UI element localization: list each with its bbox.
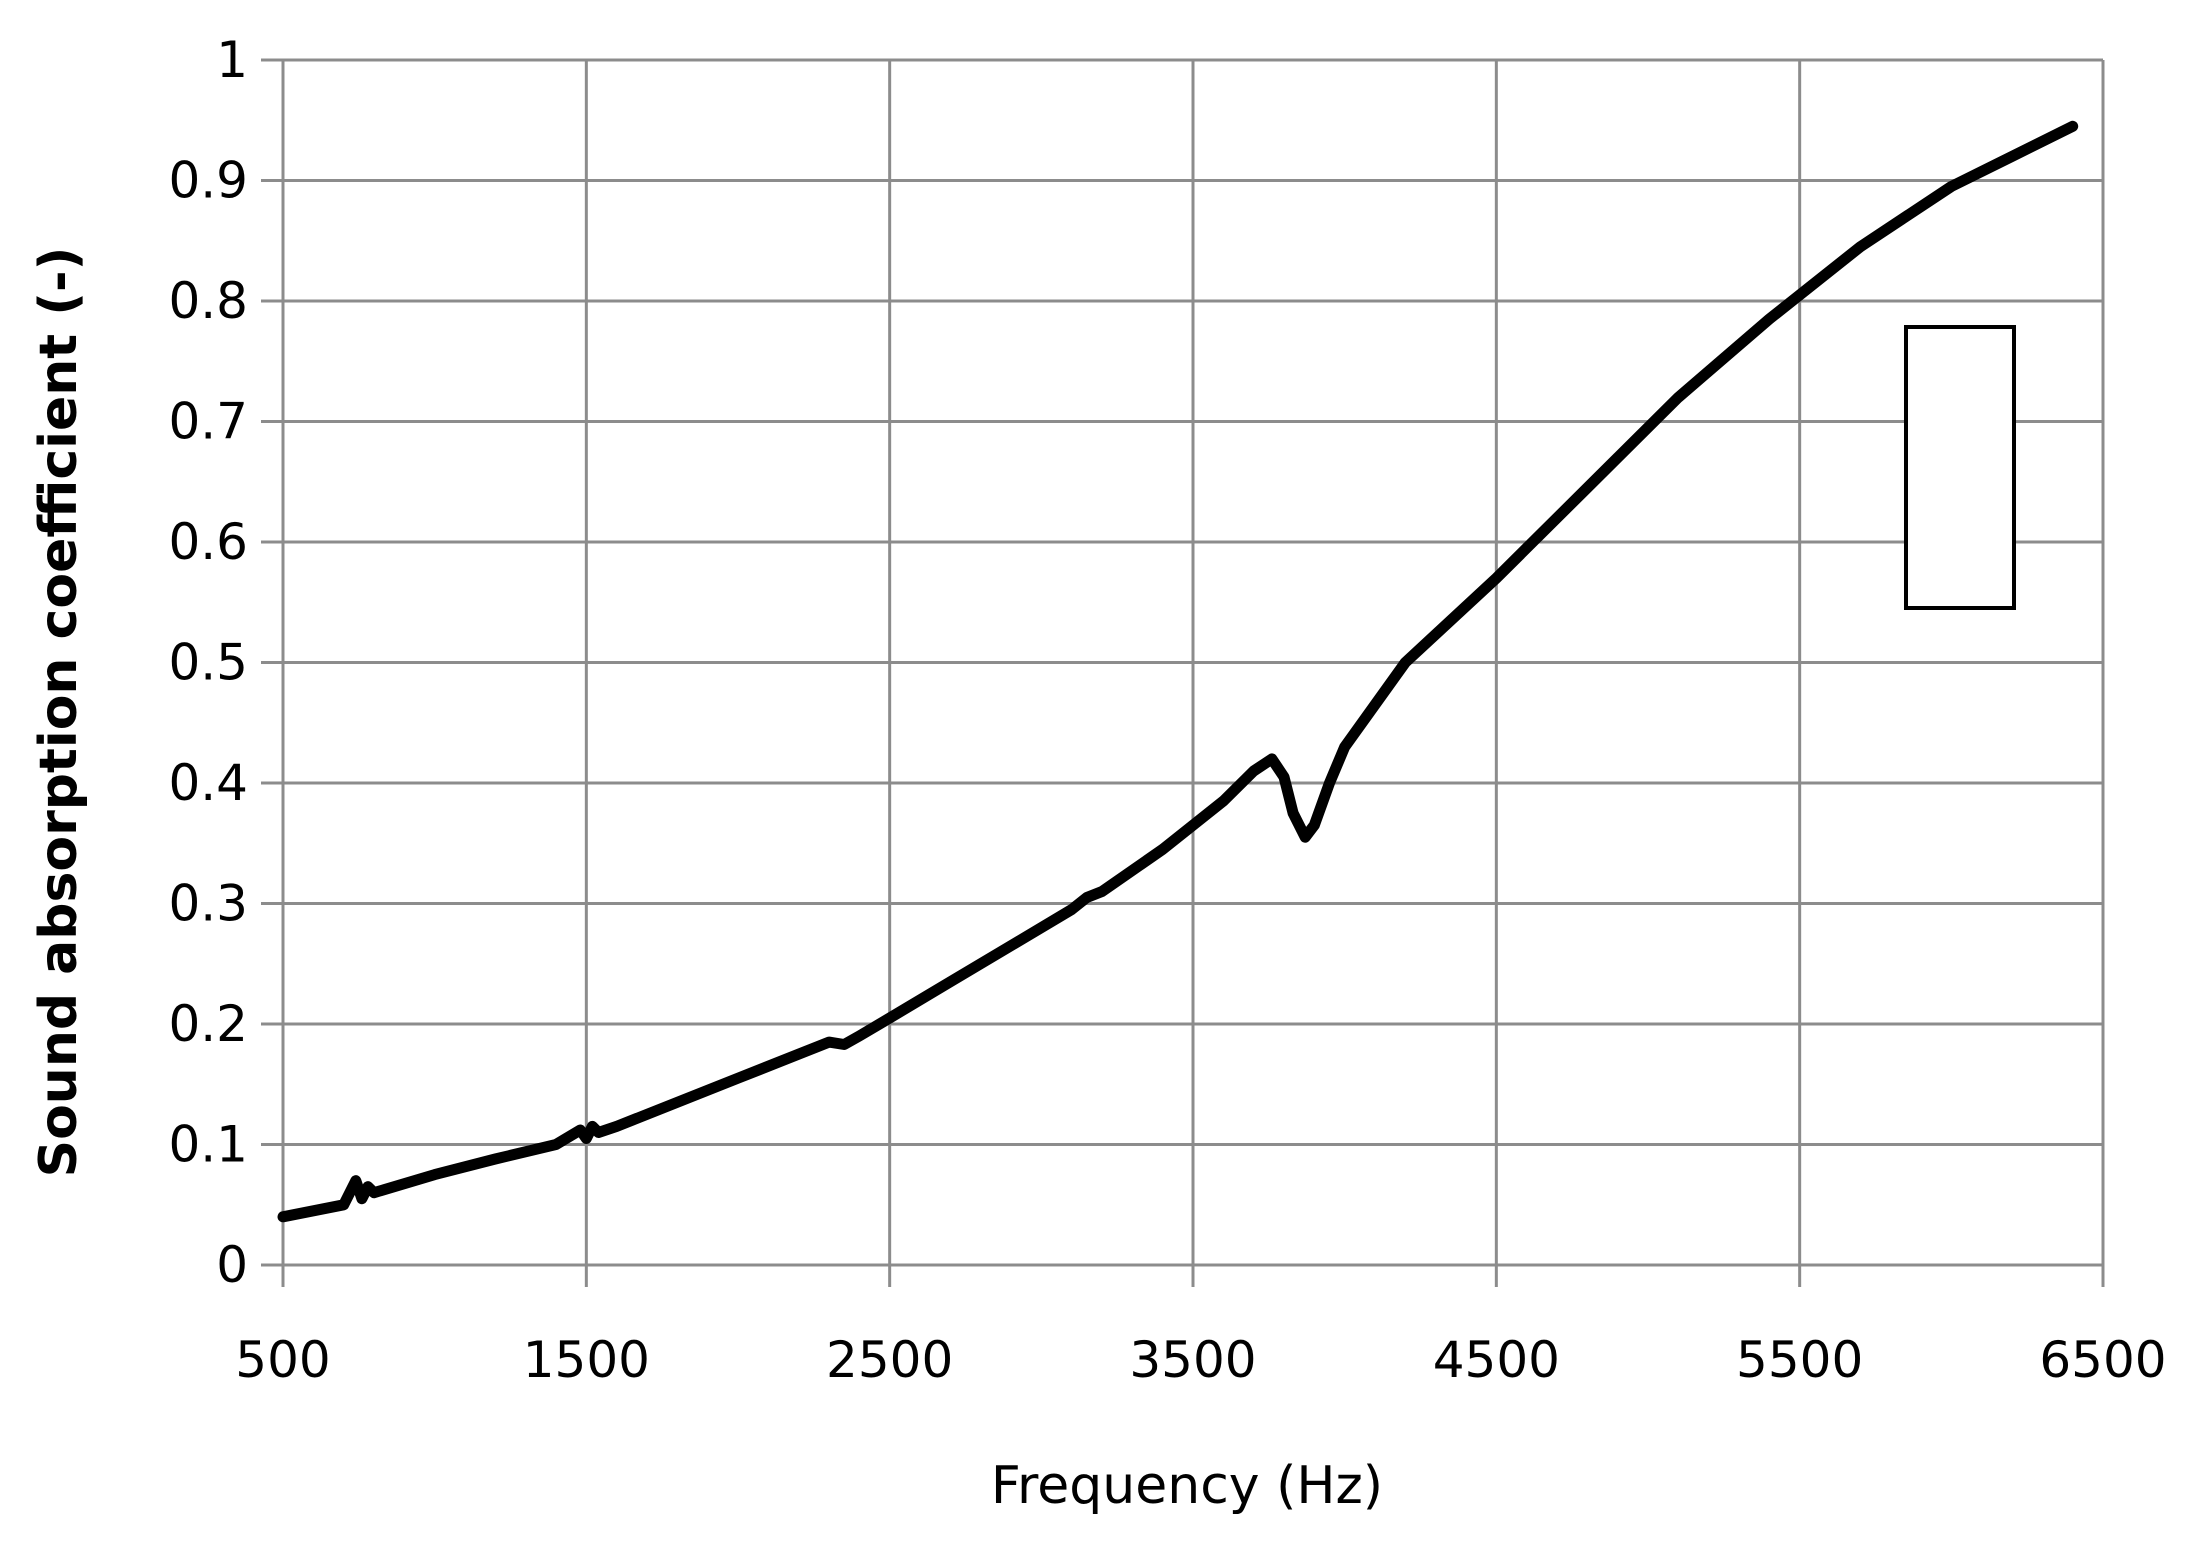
y-tick-label: 0.3 [168, 875, 248, 933]
series [277, 120, 2079, 1223]
y-tick-label: 0 [216, 1236, 248, 1294]
y-tick-label: 0.2 [168, 995, 248, 1053]
series-line-0 [277, 120, 2079, 1223]
y-tick-label: 1 [216, 31, 248, 89]
x-tick-label: 500 [235, 1331, 330, 1389]
x-tick-label: 3500 [1129, 1331, 1256, 1389]
x-tick-label: 1500 [523, 1331, 650, 1389]
y-tick-label: 0.4 [168, 754, 248, 812]
x-tick-label: 4500 [1433, 1331, 1560, 1389]
axes [261, 58, 2105, 1287]
y-tick-label: 0.8 [168, 272, 248, 330]
y-tick-label: 0.9 [168, 152, 248, 210]
y-tick-label: 0.1 [168, 1116, 248, 1174]
y-tick-label: 0.7 [168, 393, 248, 451]
y-tick-label: 0.6 [168, 513, 248, 571]
x-axis-title: Frequency (Hz) [991, 1456, 1383, 1516]
x-tick-label: 5500 [1736, 1331, 1863, 1389]
legend-box [1904, 325, 2016, 610]
y-tick-label: 0.5 [168, 634, 248, 692]
x-tick-label: 6500 [2039, 1331, 2166, 1389]
x-tick-label: 2500 [826, 1331, 953, 1389]
y-axis-title: Sound absorption coefficient (-) [29, 247, 89, 1178]
grid [283, 58, 2105, 1265]
